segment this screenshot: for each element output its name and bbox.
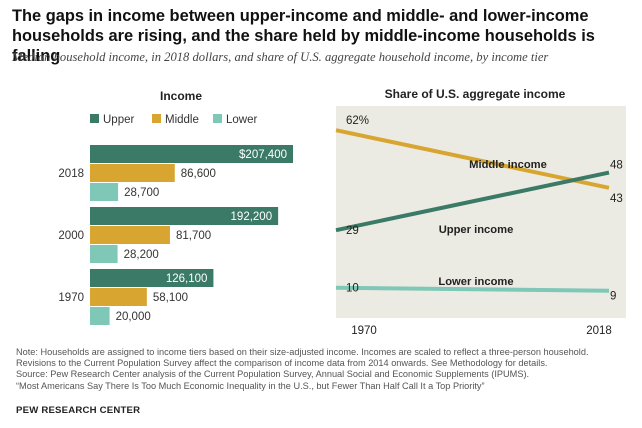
line-start-label: 62% xyxy=(346,115,369,127)
income-bar-chart: Upper Middle Lower 2018 $207,400 86,600 28,700… xyxy=(58,114,293,325)
series-name-label: Middle income xyxy=(469,159,547,171)
line-upper-income xyxy=(335,170,610,233)
bar-value-label: $207,400 xyxy=(239,149,287,161)
bar-value-label: 81,700 xyxy=(176,230,211,242)
bar-value-label: 192,200 xyxy=(231,211,273,223)
bar-lower-2000 xyxy=(90,245,118,263)
income-panel-title: Income xyxy=(160,89,202,103)
bar-lower-1970 xyxy=(90,307,110,325)
bar-value-label: 20,000 xyxy=(116,311,151,323)
series-name-label: Upper income xyxy=(439,224,514,236)
bar-upper-2000 xyxy=(90,207,279,225)
legend-label-middle: Middle xyxy=(165,114,199,126)
legend-swatch-lower xyxy=(213,114,222,123)
report-title-line: “Most Americans Say There Is Too Much Ec… xyxy=(16,380,485,391)
legend-label-lower: Lower xyxy=(226,114,257,126)
series-name-label: Lower income xyxy=(438,276,513,288)
category-label: 2000 xyxy=(58,230,84,242)
bar-middle-2000 xyxy=(90,226,170,244)
bar-middle-1970 xyxy=(90,288,147,306)
note-line: Revisions to the Current Population Surv… xyxy=(16,358,548,369)
legend-label-upper: Upper xyxy=(103,114,134,126)
legend-swatch-upper xyxy=(90,114,99,123)
source-line: Source: Pew Research Center analysis of … xyxy=(16,369,530,380)
x-tick-label: 1970 xyxy=(351,325,377,337)
share-panel-title: Share of U.S. aggregate income xyxy=(385,87,566,101)
line-lower-income xyxy=(335,285,610,293)
legend-swatch-middle xyxy=(152,114,161,123)
line-middle-income xyxy=(335,128,610,190)
bar-value-label: 28,700 xyxy=(124,187,159,199)
category-label: 2018 xyxy=(58,168,84,180)
bar-upper-1970 xyxy=(90,269,214,287)
line-end-label: 48 xyxy=(610,160,623,172)
line-start-label: 10 xyxy=(346,283,359,295)
share-line-chart: 62% 43 Middle income 29 48 Upper income 10 9 Low… xyxy=(335,115,623,337)
brand-logo-text: PEW RESEARCH CENTER xyxy=(16,405,141,416)
x-tick-label: 2018 xyxy=(586,325,612,337)
bar-middle-2018 xyxy=(90,164,175,182)
line-end-label: 43 xyxy=(610,193,623,205)
line-start-label: 29 xyxy=(346,225,359,237)
notes: Note: Households are assigned to income … xyxy=(16,347,638,392)
bar-value-label: 86,600 xyxy=(181,168,216,180)
bar-value-label: 28,200 xyxy=(124,249,159,261)
bar-lower-2018 xyxy=(90,183,119,201)
chart-title: The gaps in income between upper-income … xyxy=(12,7,595,65)
line-end-label: 9 xyxy=(610,291,616,303)
chart-subtitle: Median household income, in 2018 dollars… xyxy=(12,50,549,64)
bar-value-label: 58,100 xyxy=(153,292,188,304)
category-label: 1970 xyxy=(58,292,84,304)
note-line: Note: Households are assigned to income … xyxy=(16,347,589,357)
bar-value-label: 126,100 xyxy=(166,273,208,285)
bar-upper-2018 xyxy=(90,145,293,163)
